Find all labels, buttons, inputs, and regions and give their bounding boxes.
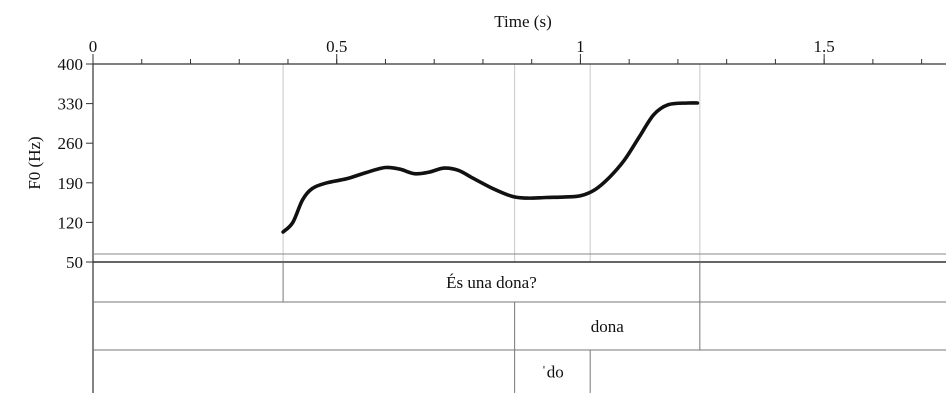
tier-label: ˈdo bbox=[541, 363, 564, 382]
annotation-tiers: És una dona? dona ˈdo bbox=[93, 262, 946, 393]
f0-line bbox=[281, 101, 700, 234]
y-tick-label: 190 bbox=[58, 174, 84, 193]
y-tick-label: 330 bbox=[58, 95, 84, 114]
segment-boundary-lines bbox=[282, 64, 701, 262]
x-tick-label: 1 bbox=[576, 37, 585, 56]
tier-label: És una dona? bbox=[446, 273, 537, 292]
x-tick-label: 0 bbox=[89, 37, 98, 56]
y-tick-label: 260 bbox=[58, 134, 84, 153]
y-axis-title: F0 (Hz) bbox=[25, 136, 44, 189]
x-tick-label: 1.5 bbox=[814, 37, 835, 56]
y-tick-label: 120 bbox=[58, 213, 84, 232]
y-tick-label: 50 bbox=[66, 253, 83, 272]
x-axis-title: Time (s) bbox=[494, 12, 551, 31]
tier-label: dona bbox=[591, 317, 625, 336]
f0-contour bbox=[281, 101, 700, 234]
plot-frame bbox=[93, 253, 946, 263]
y-tick-label: 400 bbox=[58, 55, 84, 74]
x-tick-label: 0.5 bbox=[326, 37, 347, 56]
time-axis: Time (s) 0 0.5 1 1.5 bbox=[89, 12, 946, 65]
f0-axis: F0 (Hz) 400 330 260 190 120 50 bbox=[25, 55, 94, 393]
